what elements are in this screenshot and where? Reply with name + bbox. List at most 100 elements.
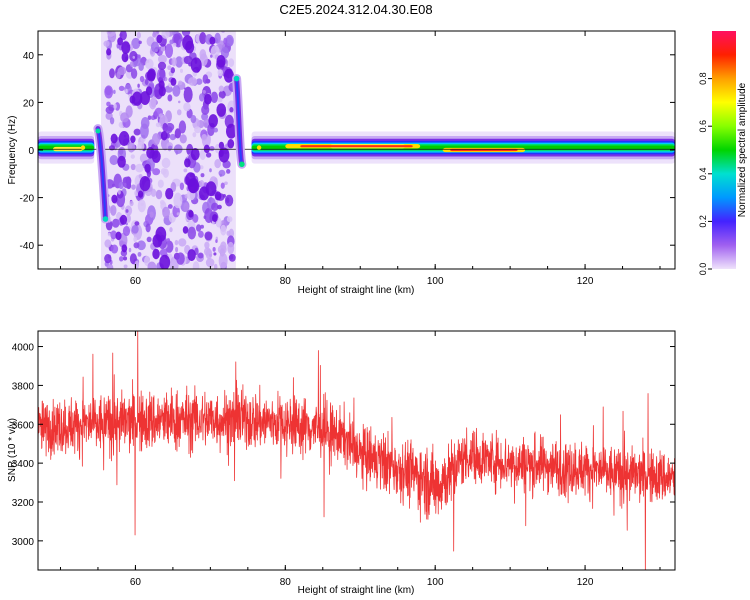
noise-blob-strong (139, 175, 151, 192)
noise-blob (159, 248, 168, 257)
noise-blob (169, 39, 174, 45)
noise-blob (157, 179, 164, 189)
noise-blob-strong (159, 254, 171, 269)
noise-blob (107, 232, 111, 237)
noise-blob (175, 56, 183, 68)
noise-blob (199, 49, 207, 61)
noise-blob-strong (111, 194, 118, 204)
colorbar-tick-label: 0.6 (698, 120, 708, 133)
noise-blob (225, 197, 230, 204)
noise-blob (183, 202, 189, 213)
noise-blob-strong (182, 226, 189, 234)
noise-blob-strong (131, 91, 143, 106)
noise-blob (162, 168, 169, 178)
noise-blob (131, 37, 141, 50)
noise-blob (224, 181, 228, 185)
noise-blob (197, 252, 204, 259)
noise-blob-strong (117, 155, 126, 168)
noise-blob (167, 65, 172, 71)
noise-blob (178, 120, 187, 134)
noise-blob (178, 238, 187, 247)
colorbar-gradient (712, 31, 736, 269)
noise-blob (123, 256, 128, 261)
noise-blob (218, 169, 226, 177)
snr-content (38, 331, 675, 570)
noise-blob (137, 83, 140, 88)
noise-blob (215, 239, 218, 243)
ridge-hot-dot (256, 145, 262, 150)
noise-blob (213, 127, 219, 133)
noise-blob (155, 122, 161, 128)
noise-blob-strong (208, 114, 218, 128)
noise-blob (122, 225, 131, 237)
noise-blob (129, 200, 134, 207)
noise-blob-strong (225, 123, 237, 139)
noise-blob (213, 263, 218, 269)
noise-blob (161, 31, 170, 39)
noise-blob (133, 236, 138, 243)
noise-blob (159, 68, 166, 79)
noise-blob (176, 212, 180, 216)
noise-blob (113, 89, 116, 95)
noise-blob-strong (130, 135, 136, 144)
noise-blob (188, 77, 198, 86)
spectrogram-y-ticks: -40 -20 0 20 40 (20, 51, 675, 252)
noise-blob (120, 112, 129, 123)
noise-blob (162, 206, 170, 219)
noise-blob-strong (209, 36, 216, 45)
noise-blob (214, 159, 221, 169)
snr-y-tick-label: 3600 (12, 420, 35, 431)
noise-blob (169, 227, 173, 233)
noise-blob (139, 123, 149, 139)
noise-blob (183, 55, 193, 65)
noise-blob (194, 126, 202, 134)
noise-blob (130, 154, 135, 159)
noise-blob (144, 79, 149, 86)
noise-blob (117, 189, 121, 195)
colorbar-tick-label: 0.4 (698, 168, 708, 181)
noise-blob (190, 114, 197, 124)
noise-blob-strong (187, 179, 198, 193)
noise-blob-strong (156, 34, 163, 44)
noise-blob-strong (218, 141, 225, 150)
noise-blob (213, 177, 218, 185)
snr-y-ticks: 3000 3200 3400 3600 3800 4000 (12, 343, 675, 548)
noise-blob (136, 31, 141, 39)
noise-blob (223, 37, 228, 45)
noise-blob-strong (188, 210, 194, 218)
noise-blob-strong (117, 37, 123, 46)
spike-high-core (235, 77, 243, 166)
noise-blob-strong (204, 93, 212, 105)
noise-blob (126, 214, 131, 223)
noise-blob (104, 239, 112, 248)
noise-blob (225, 36, 233, 47)
noise-blob (200, 173, 205, 178)
colorbar: 0.0 0.2 0.4 0.6 0.8 Normalized spectral ampl… (698, 31, 748, 275)
noise-blob (220, 224, 227, 236)
spectrogram-y-tick-label: 0 (28, 146, 34, 157)
noise-blob (150, 96, 157, 108)
noise-blob (217, 204, 222, 210)
noise-blob (106, 101, 111, 107)
noise-blob (174, 128, 181, 139)
noise-blob (218, 85, 224, 92)
noise-blob (205, 152, 212, 158)
spectrogram-y-tick-label: -40 (20, 241, 35, 252)
snr-y-axis-label: SNR (10 * v/v) (7, 418, 18, 482)
noise-blob (103, 40, 110, 47)
noise-blob (183, 168, 188, 173)
noise-blob (170, 67, 176, 74)
noise-blob-strong (227, 139, 235, 149)
noise-blob (118, 256, 124, 262)
noise-blob (228, 253, 236, 262)
noise-blob-strong (205, 181, 217, 197)
noise-blob (138, 173, 143, 179)
noise-blob (195, 78, 203, 85)
noise-blob (123, 264, 128, 269)
noise-blob-strong (137, 190, 144, 198)
noise-blob (160, 44, 166, 52)
noise-blob (226, 169, 231, 174)
noise-blob-strong (190, 147, 200, 161)
snr-x-ticks: 60 80 100 120 (59, 331, 661, 588)
